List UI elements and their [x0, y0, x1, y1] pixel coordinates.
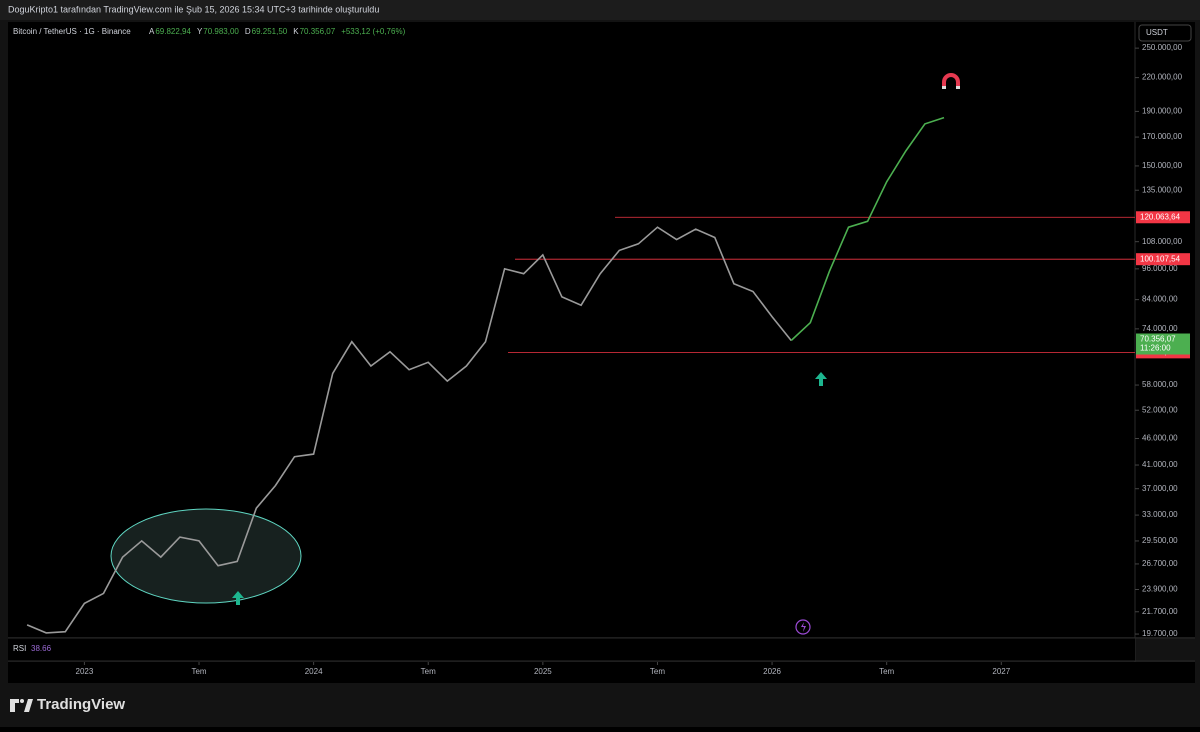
ohlc-value: 70.356,07	[300, 27, 336, 36]
y-tick-label: 33.000,00	[1142, 510, 1178, 519]
y-tick-label: 37.000,00	[1142, 484, 1178, 493]
price-line-series	[26, 226, 792, 634]
price-label: 100.107,54	[1140, 254, 1181, 263]
x-tick-label: Tem	[421, 667, 436, 676]
ohlc-key: D	[245, 27, 251, 36]
ohlc-key: A	[149, 27, 155, 36]
y-tick-label: 58.000,00	[1142, 380, 1178, 389]
y-tick-label: 190.000,00	[1142, 107, 1183, 116]
brand-logo	[10, 699, 33, 712]
x-tick-label: 2025	[534, 667, 552, 676]
ohlc-value: 69.822,94	[155, 27, 191, 36]
y-tick-label: 96.000,00	[1142, 264, 1178, 273]
event-icon[interactable]	[795, 619, 811, 635]
ohlc-value: 69.251,50	[252, 27, 288, 36]
header-bar	[0, 0, 1200, 20]
y-tick-label: 84.000,00	[1142, 295, 1178, 304]
time-axis	[8, 662, 1195, 683]
price-line-series	[790, 116, 945, 342]
ohlc-key: Y	[197, 27, 203, 36]
y-tick-label: 26.700,00	[1142, 559, 1178, 568]
last-price-box	[1136, 333, 1190, 355]
y-tick-label: 41.000,00	[1142, 460, 1178, 469]
ohlc-value: 70.983,00	[203, 27, 239, 36]
x-tick-label: 2024	[305, 667, 323, 676]
y-tick-label: 150.000,00	[1142, 161, 1183, 170]
price-axis	[1135, 22, 1195, 637]
y-tick-label: 220.000,00	[1142, 73, 1183, 82]
x-tick-label: 2023	[76, 667, 94, 676]
y-tick-label: 135.000,00	[1142, 185, 1183, 194]
y-tick-label: 21.700,00	[1142, 607, 1178, 616]
price-label: 120.063,64	[1140, 212, 1181, 221]
magnet-icon	[942, 73, 960, 89]
brand: TradingView	[37, 696, 125, 713]
symbol: Bitcoin / TetherUS · 1G · Binance	[13, 27, 131, 36]
x-tick-label: Tem	[191, 667, 206, 676]
header-caption: DoguKripto1 tarafından TradingView.com i…	[8, 4, 379, 14]
y-tick-label: 23.900,00	[1142, 585, 1178, 594]
y-tick-label: 19.700,00	[1142, 629, 1178, 638]
y-tick-label: 108.000,00	[1142, 237, 1183, 246]
x-tick-label: 2027	[992, 667, 1010, 676]
currency: USDT	[1146, 28, 1168, 37]
countdown: 11:26:00	[1140, 344, 1171, 353]
plot	[26, 116, 1135, 634]
price-label-box	[1136, 211, 1190, 224]
y-tick-label: 52.000,00	[1142, 405, 1178, 414]
ohlc-key: K	[293, 27, 299, 36]
ohlc-legend: A 69.822,94 Y 70.983,00 D 69.251,50 K 70.356,07…	[149, 27, 406, 36]
x-tick-label: Tem	[650, 667, 665, 676]
y-tick-label: 46.000,00	[1142, 434, 1178, 443]
y-tick-label: 29.500,00	[1142, 536, 1178, 545]
x-tick-label: Tem	[879, 667, 894, 676]
ohlc-change: +533,12 (+0,76%)	[341, 27, 405, 36]
arrow-up	[815, 372, 827, 386]
arrow-up	[232, 591, 244, 605]
x-tick-label: 2026	[763, 667, 781, 676]
rsi-pane	[8, 638, 1135, 661]
highlight-ellipse	[110, 508, 302, 604]
currency-button[interactable]	[1138, 24, 1192, 42]
event-icon-bolt	[801, 622, 806, 632]
y-tick-label: 170.000,00	[1142, 132, 1183, 141]
y-tick-label: 250.000,00	[1142, 43, 1183, 52]
y-tick-label: 74.000,00	[1142, 324, 1178, 333]
last-price: 70.356,07	[1140, 335, 1176, 344]
price-label-box	[1136, 253, 1190, 266]
rsi-value: 38.66	[31, 644, 52, 653]
rsi-name: RSI	[13, 644, 26, 653]
